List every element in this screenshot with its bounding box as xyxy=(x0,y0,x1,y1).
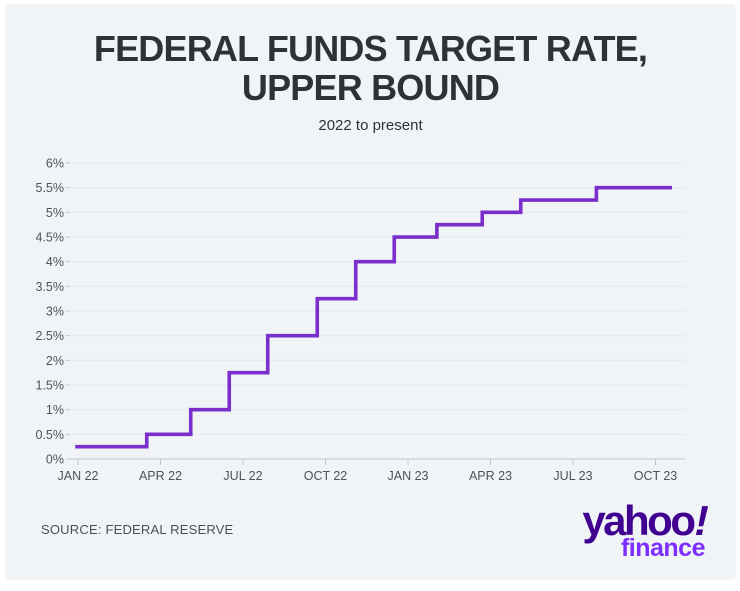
page-title-line1: FEDERAL FUNDS TARGET RATE, xyxy=(93,28,648,69)
svg-text:JUL 23: JUL 23 xyxy=(553,469,592,483)
rate-chart-svg: 0% 0.5% 1% 1.5% 2% 2.5% 3% 3.5% 4% 4.5% 5% 5.5% 6% JA… xyxy=(36,157,685,483)
svg-text:OCT 23: OCT 23 xyxy=(634,469,678,483)
svg-text:5%: 5% xyxy=(46,206,64,220)
page-title-line2: UPPER BOUND xyxy=(241,66,500,108)
svg-text:3.5%: 3.5% xyxy=(36,280,65,294)
page-title: FEDERAL FUNDS TARGET RATE, UPPER BOUND xyxy=(5,28,736,108)
yahoo-wordmark: yahoo! xyxy=(582,497,711,544)
svg-text:JAN 22: JAN 22 xyxy=(58,469,99,483)
svg-text:1%: 1% xyxy=(46,403,64,417)
chart-subtitle: 2022 to present xyxy=(318,117,423,134)
svg-text:4.5%: 4.5% xyxy=(36,231,65,245)
svg-text:JUL 22: JUL 22 xyxy=(223,469,262,483)
svg-text:4%: 4% xyxy=(46,255,64,269)
svg-text:2%: 2% xyxy=(46,354,64,368)
svg-text:0.5%: 0.5% xyxy=(36,428,65,442)
svg-text:6%: 6% xyxy=(46,157,64,171)
svg-text:1.5%: 1.5% xyxy=(36,379,65,393)
yahoo-brand-text: yahoo xyxy=(582,497,696,544)
svg-text:APR 22: APR 22 xyxy=(139,469,182,483)
svg-text:JAN 23: JAN 23 xyxy=(388,469,429,483)
svg-text:3%: 3% xyxy=(46,305,64,319)
svg-text:5.5%: 5.5% xyxy=(36,181,65,195)
yahoo-finance-logo: yahoo! finance xyxy=(582,497,711,562)
svg-text:0%: 0% xyxy=(46,453,64,467)
svg-text:APR 23: APR 23 xyxy=(469,469,512,483)
chart-card: FEDERAL FUNDS TARGET RATE, UPPER BOUND 2… xyxy=(5,4,736,580)
source-credit: SOURCE: FEDERAL RESERVE xyxy=(41,522,234,537)
finance-wordmark: finance xyxy=(620,534,706,562)
svg-text:OCT 22: OCT 22 xyxy=(304,469,348,483)
svg-text:2.5%: 2.5% xyxy=(36,329,65,343)
